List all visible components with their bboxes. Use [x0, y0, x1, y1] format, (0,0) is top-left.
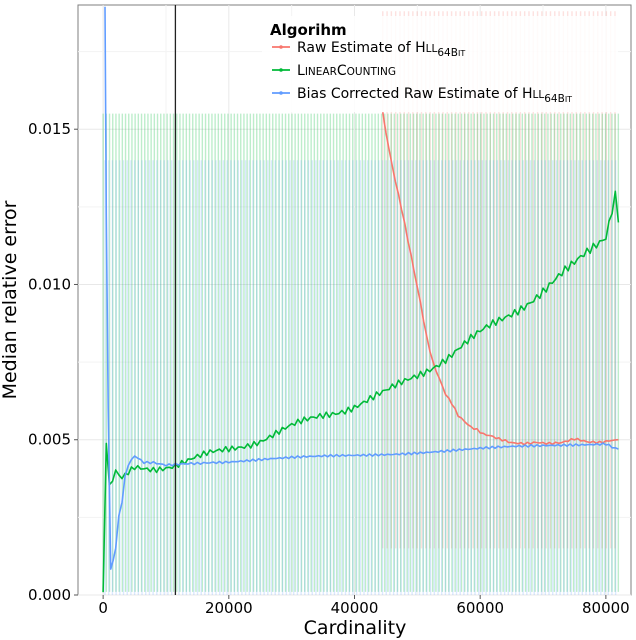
y-tick-label: 0.000: [28, 586, 71, 604]
x-axis-title: Cardinality: [304, 617, 407, 639]
x-tick-label: 40000: [331, 599, 379, 617]
series-lines: [102, 6, 620, 593]
error-band-2: [104, 160, 617, 595]
x-axis-ticks: 0 20000 40000 60000 80000: [98, 595, 630, 617]
error-bands: [102, 11, 620, 595]
y-tick-label: 0.015: [28, 120, 71, 138]
series-line-2: [104, 6, 619, 570]
error-band-1: [102, 113, 620, 592]
legend-label: Bias Corrected Raw Estimate of HLL64BIT: [297, 86, 572, 105]
y-tick-label: 0.010: [28, 275, 71, 293]
x-tick-label: 60000: [456, 599, 504, 617]
series-line-1: [102, 190, 620, 593]
series-line-0: [382, 112, 619, 446]
y-axis-title: Median relative error: [0, 200, 21, 399]
legend-marker: [279, 91, 283, 95]
x-tick-label: 0: [98, 599, 108, 617]
legend-label: LINEARCOUNTING: [297, 63, 396, 79]
legend-title: Algorihm: [270, 21, 347, 39]
legend-marker: [279, 45, 283, 49]
y-axis-ticks: 0.000 0.005 0.010 0.015: [28, 120, 78, 604]
x-tick-label: 80000: [582, 599, 630, 617]
legend-label: Raw Estimate of HLL64BIT: [297, 40, 465, 59]
legend-item-1: LINEARCOUNTING: [272, 63, 396, 79]
legend: Algorihm Raw Estimate of HLL64BIT LINEARC…: [262, 16, 618, 112]
y-tick-label: 0.005: [28, 431, 71, 449]
legend-item-0: Raw Estimate of HLL64BIT: [272, 40, 465, 59]
x-tick-label: 20000: [205, 599, 253, 617]
legend-background: [262, 16, 618, 112]
legend-item-2: Bias Corrected Raw Estimate of HLL64BIT: [272, 86, 572, 105]
legend-marker: [279, 68, 283, 72]
